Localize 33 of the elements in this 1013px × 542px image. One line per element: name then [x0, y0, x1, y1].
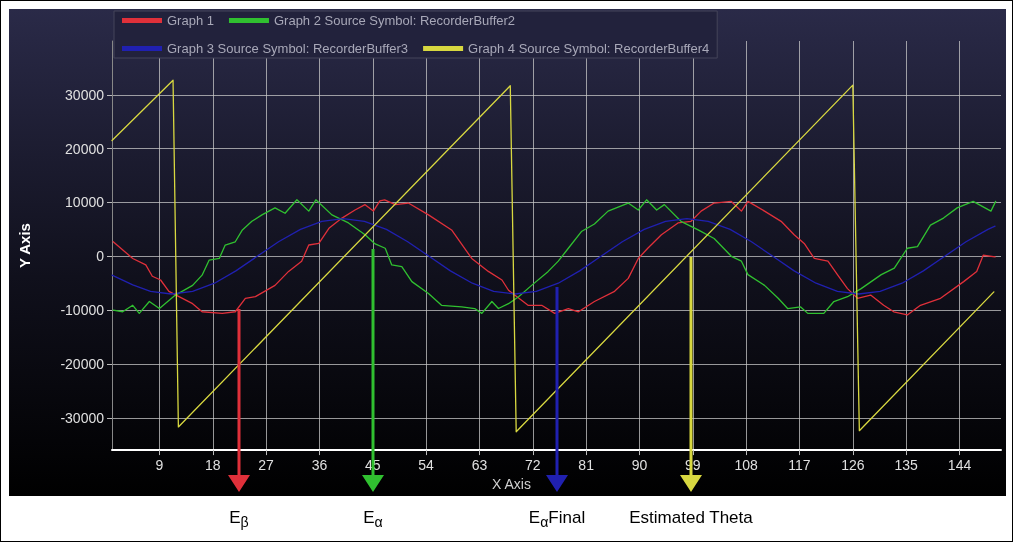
y-tick-label: 10000	[65, 194, 105, 211]
x-tick-label: 126	[841, 457, 865, 474]
y-tick-label: 30000	[65, 86, 105, 103]
x-tick-label: 135	[894, 457, 919, 474]
x-tick-label: 27	[258, 457, 275, 474]
y-tick-label: 20000	[65, 140, 105, 157]
legend-label: Graph 4 Source Symbol: RecorderBuffer4	[468, 41, 710, 56]
x-tick-label: 18	[204, 457, 221, 474]
x-tick-label: 108	[734, 457, 759, 474]
legend-label: Graph 2 Source Symbol: RecorderBuffer2	[273, 13, 516, 28]
line-series	[111, 217, 996, 295]
y-tick-label: 0	[96, 248, 105, 265]
text: E$_{α}$Final	[528, 508, 586, 531]
legend-label: Graph 1	[167, 13, 214, 28]
text: Estimated Theta	[628, 508, 754, 528]
x-tick-label: 81	[578, 457, 595, 474]
x-tick-label: 54	[418, 457, 435, 474]
text: E$_{α}$	[362, 508, 384, 531]
y-tick-label: -30000	[60, 409, 105, 426]
x-tick-label: 90	[631, 457, 648, 474]
x-tick-label: 9	[155, 457, 164, 474]
x-tick-label: 63	[471, 457, 488, 474]
y-tick-label: -20000	[60, 355, 105, 372]
x-tick-label: 36	[311, 457, 328, 474]
y-axis-title: Y Axis	[16, 223, 33, 269]
legend-label: Graph 3 Source Symbol: RecorderBuffer3	[167, 41, 409, 56]
x-tick-label: 144	[947, 457, 972, 474]
line-series	[111, 79, 995, 433]
x-tick-label: 117	[788, 457, 811, 474]
x-axis-title: X Axis	[492, 476, 531, 492]
y-tick-label: -10000	[60, 302, 105, 319]
text: E$_{β}$	[228, 508, 250, 531]
x-tick-label: 72	[525, 457, 541, 474]
